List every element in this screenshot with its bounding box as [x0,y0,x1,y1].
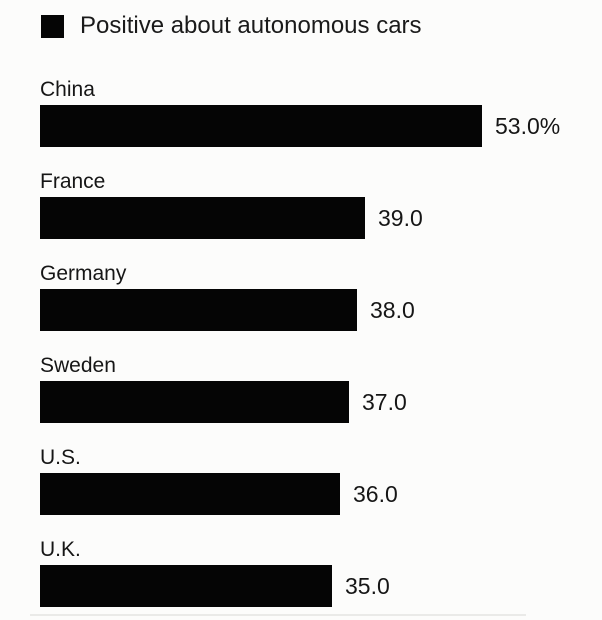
bar-line: 36.0 [40,473,602,515]
value-label: 36.0 [353,480,398,507]
bar [40,105,482,147]
bar-line: 37.0 [40,381,602,423]
bar [40,565,332,607]
value-label: 35.0 [345,572,390,599]
country-label: China [40,78,95,101]
legend: Positive about autonomous cars [41,14,602,38]
bar-group: U.K. 35.0 [40,537,602,607]
bar-group: France 39.0 [40,169,602,239]
bar-line: 53.0% [40,105,602,147]
bar-group: Germany 38.0 [40,261,602,331]
country-label: Sweden [40,354,116,377]
bar-group: U.S. 36.0 [40,445,602,515]
value-label: 38.0 [370,296,415,323]
legend-label: Positive about autonomous cars [80,12,422,39]
bar-group: China 53.0% [40,77,602,147]
country-label: U.S. [40,446,81,469]
bar-line: 39.0 [40,197,602,239]
bar [40,473,340,515]
country-label: U.K. [40,538,81,561]
value-label: 39.0 [378,204,423,231]
bar [40,381,349,423]
bottom-rule [30,614,526,616]
legend-swatch-icon [41,14,64,38]
country-label: France [40,170,106,193]
value-label: 37.0 [362,388,407,415]
bar-line: 35.0 [40,565,602,607]
value-label: 53.0% [495,112,561,139]
bar [40,197,365,239]
bar-line: 38.0 [40,289,602,331]
country-label: Germany [40,262,127,285]
bar-group: Sweden 37.0 [40,353,602,423]
bar [40,289,357,331]
